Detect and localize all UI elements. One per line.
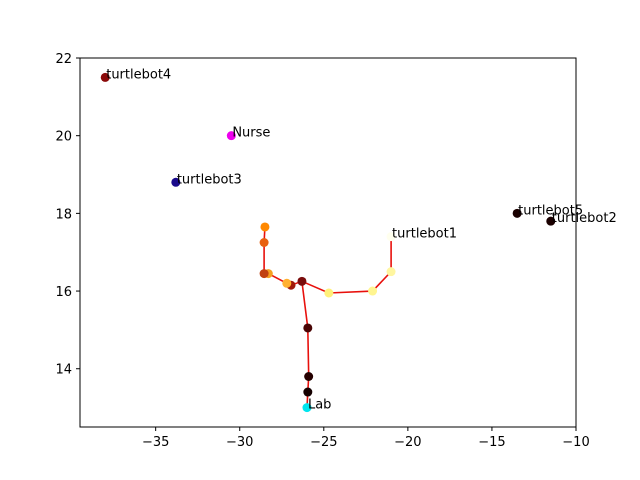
path-point	[324, 288, 334, 298]
labeled-point	[171, 177, 181, 187]
path-point	[304, 372, 314, 382]
x-tick-label: −10	[562, 435, 589, 450]
path-point	[260, 222, 270, 232]
labeled-point	[546, 216, 556, 226]
point-label: turtlebot1	[392, 227, 457, 242]
labels-layer: turtlebot4Nurseturtlebot3turtlebot5turtl…	[106, 67, 617, 412]
point-label: Lab	[308, 398, 331, 413]
path-point	[297, 276, 307, 286]
path-point	[259, 269, 269, 279]
path-point	[303, 323, 313, 333]
y-tick-label: 14	[55, 363, 72, 378]
x-tick-label: −35	[142, 435, 169, 450]
plot-frame	[79, 57, 577, 428]
x-tick-label: −30	[226, 435, 253, 450]
labeled-point	[386, 232, 396, 242]
y-tick-label: 22	[55, 52, 72, 67]
path-point	[303, 387, 313, 397]
y-tick-label: 16	[55, 285, 72, 300]
x-axis: −35 −30 −25 −20 −15 −10	[142, 427, 590, 450]
path-point	[386, 267, 396, 277]
points-layer	[100, 72, 556, 413]
path-point	[368, 286, 378, 296]
point-label: Nurse	[232, 126, 270, 141]
labeled-point	[302, 403, 312, 413]
x-tick-label: −25	[310, 435, 337, 450]
plot-area	[80, 58, 576, 427]
path-point	[282, 278, 292, 288]
x-tick-label: −20	[394, 435, 421, 450]
x-tick-label: −15	[478, 435, 505, 450]
y-tick-label: 18	[55, 207, 72, 222]
point-label: turtlebot5	[518, 203, 583, 218]
point-label: turtlebot3	[177, 172, 242, 187]
labeled-point	[512, 208, 522, 218]
labeled-point	[226, 131, 236, 141]
y-tick-label: 20	[55, 130, 72, 145]
y-axis: 14 16 18 20 22	[55, 52, 80, 378]
point-label: turtlebot4	[106, 67, 171, 82]
labeled-point	[100, 72, 110, 82]
path-point	[259, 238, 269, 247]
point-label: turtlebot2	[552, 211, 617, 226]
